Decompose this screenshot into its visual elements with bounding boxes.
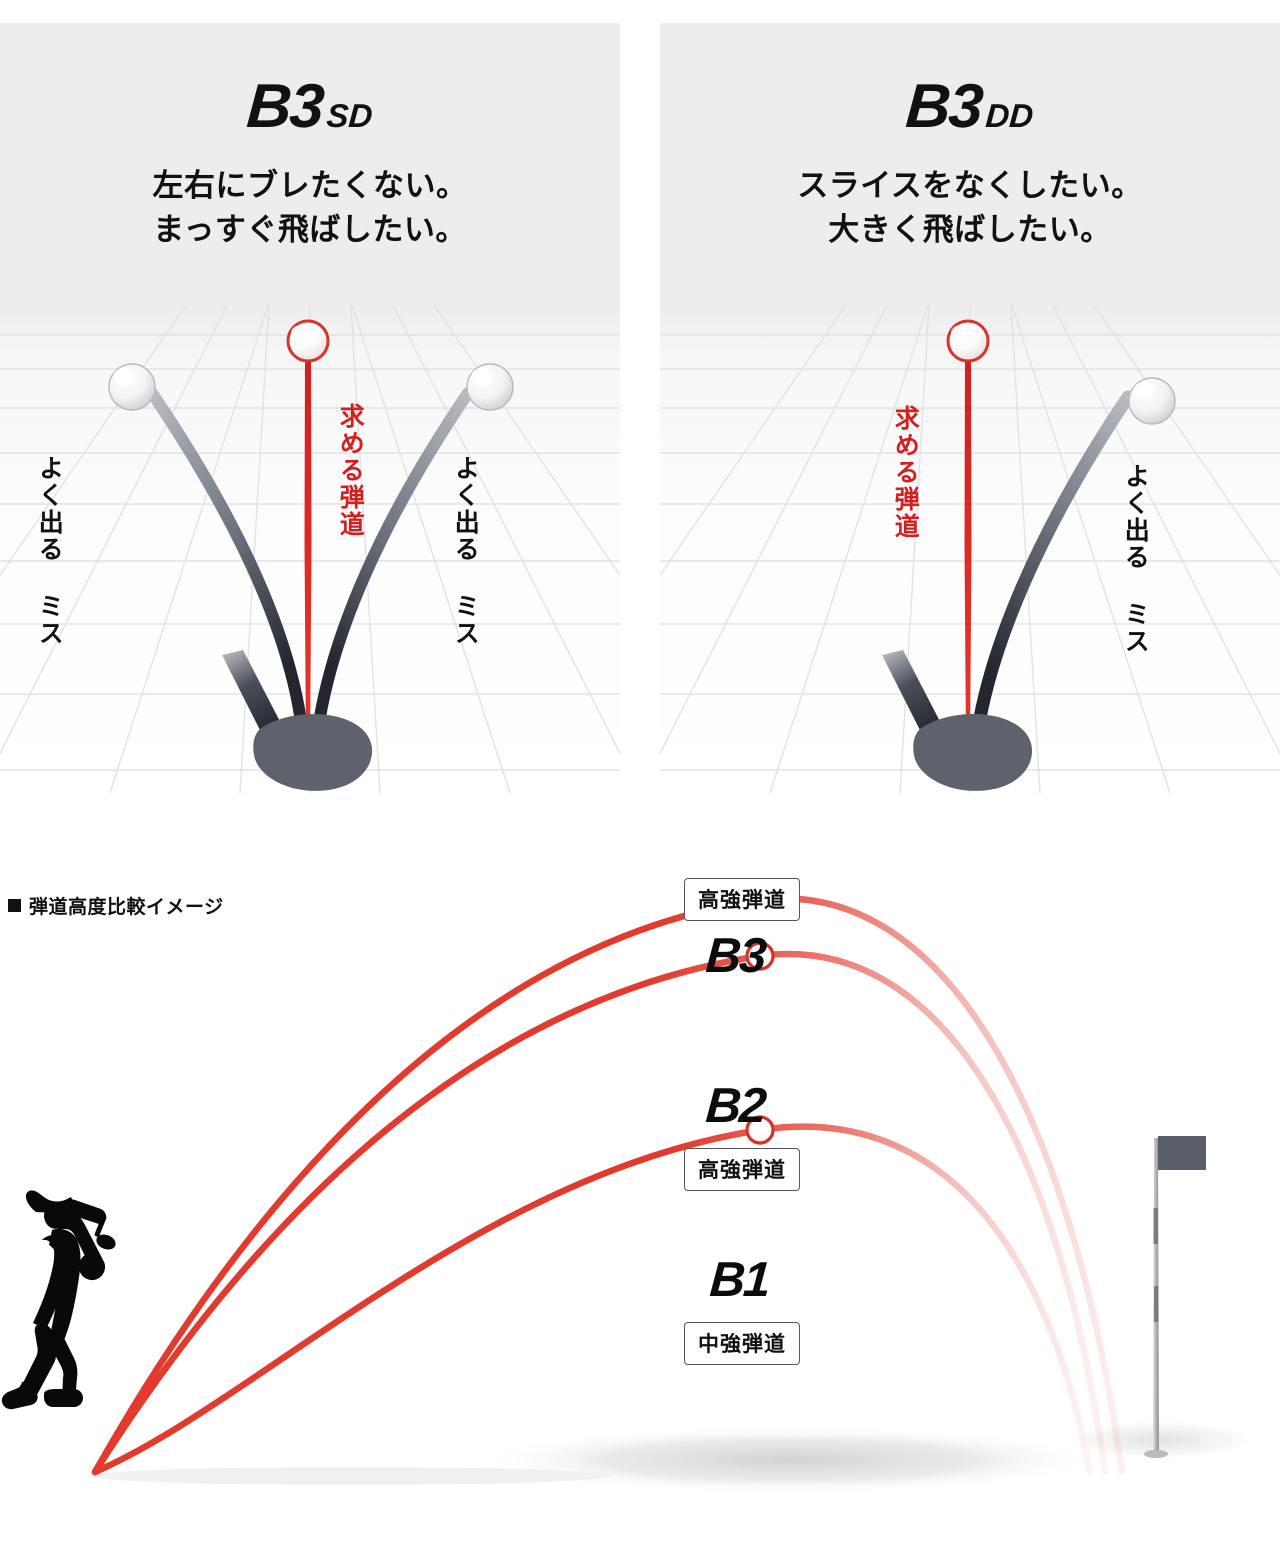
golf-ball-right [466, 363, 514, 411]
miss-trajectory-left [146, 387, 308, 735]
golf-ball-desired [946, 319, 990, 363]
label-b3: B3 [704, 929, 767, 983]
miss-trajectory-right [312, 387, 474, 735]
golf-ball-right [1128, 377, 1176, 425]
trajectory-comparison-section: 弾道高度比較イメージ [0, 800, 1280, 1549]
label-miss-right: よく出る ミス [1121, 463, 1150, 655]
bullet-square-icon [8, 899, 21, 912]
golf-ball-desired [286, 319, 330, 363]
tagline-b3dd: スライスをなくしたい。 大きく飛ばしたい。 [797, 164, 1143, 252]
flagstick-icon [1144, 1136, 1206, 1458]
trajectory-curve-b1 [91, 1123, 1094, 1476]
tagline-line-2: 大きく飛ばしたい。 [828, 212, 1112, 248]
tagline-b3sd: 左右にブレたくない。 まっすぐ飛ばしたい。 [153, 164, 468, 252]
logo-main-text: B3 [903, 72, 984, 141]
golfer-silhouette-icon [1, 1190, 116, 1410]
comparison-heading: 弾道高度比較イメージ [8, 892, 224, 919]
driver-club-icon [222, 650, 373, 791]
fairway-shadow [480, 1426, 1100, 1494]
tagline-line-1: スライスをなくしたい。 [797, 168, 1143, 203]
desired-trajectory-red [304, 349, 312, 745]
label-miss-left: よく出る ミス [35, 455, 64, 647]
trajectory-field-b3sd: よく出る ミス よく出る ミス 求める弾道 [0, 305, 620, 793]
golf-ball-apex-b2 [745, 941, 775, 971]
badge-b2: 高強弾道 [684, 1148, 800, 1191]
field-graphic-sd [0, 305, 620, 793]
miss-trajectory-right [971, 390, 1135, 736]
label-b1: B1 [708, 1253, 771, 1307]
panel-header-b3sd: B3 SD 左右にブレたくない。 まっすぐ飛ばしたい。 [0, 23, 620, 305]
label-b2: B2 [704, 1079, 767, 1133]
driver-club-icon [882, 650, 1033, 791]
tee-ground-shadow [90, 1467, 610, 1485]
trajectory-curve-b2 [91, 950, 1109, 1476]
logo-suffix-text: DD [984, 97, 1035, 134]
logo-b3dd: B3 DD [904, 71, 1037, 142]
logo-suffix-text: SD [325, 97, 374, 134]
logo-b3sd: B3 SD [244, 71, 375, 142]
product-panel-b3sd: B3 SD 左右にブレたくない。 まっすぐ飛ばしたい。 [0, 23, 620, 793]
trajectory-curve-b3 [91, 895, 1126, 1476]
golf-ball-left [108, 363, 156, 411]
field-graphic-dd [660, 305, 1280, 793]
trajectory-chart [0, 800, 1280, 1549]
logo-main-text: B3 [244, 72, 325, 141]
golf-ball-apex-b1 [745, 1115, 775, 1145]
label-desired-trajectory: 求める弾道 [336, 403, 365, 538]
label-desired-trajectory: 求める弾道 [891, 405, 920, 540]
badge-b1: 中強弾道 [684, 1322, 800, 1365]
panel-header-b3dd: B3 DD スライスをなくしたい。 大きく飛ばしたい。 [660, 23, 1280, 305]
perspective-grid-vertical [660, 305, 1280, 793]
trajectory-chart-svg [1, 885, 1255, 1494]
trajectory-field-b3dd: よく出る ミス 求める弾道 [660, 305, 1280, 793]
badge-b3: 高強弾道 [684, 878, 800, 921]
desired-trajectory-red [964, 349, 972, 745]
tagline-line-2: まっすぐ飛ばしたい。 [153, 212, 467, 248]
tagline-line-1: 左右にブレたくない。 [152, 168, 468, 203]
comparison-heading-text: 弾道高度比較イメージ [29, 897, 224, 918]
label-miss-right: よく出る ミス [451, 455, 480, 647]
product-panel-b3dd: B3 DD スライスをなくしたい。 大きく飛ばしたい。 [660, 23, 1280, 793]
